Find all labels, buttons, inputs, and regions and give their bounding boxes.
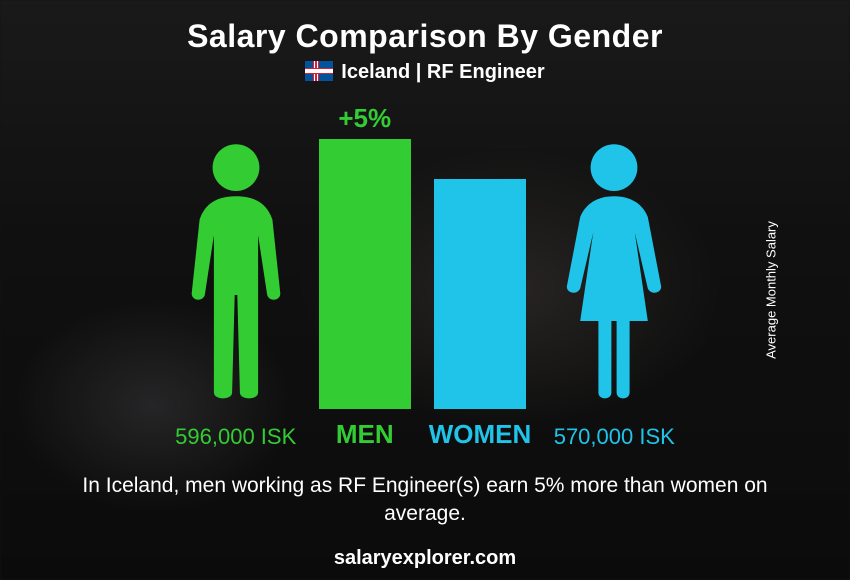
content-wrapper: Salary Comparison By Gender Iceland | RF… <box>0 0 850 580</box>
male-figure-col: 596,000 ISK <box>171 124 301 450</box>
iceland-flag-icon <box>305 61 333 81</box>
female-bar <box>434 179 526 409</box>
y-axis-label: Average Monthly Salary <box>764 221 779 359</box>
summary-text: In Iceland, men working as RF Engineer(s… <box>60 472 790 529</box>
male-bar: +5% <box>319 139 411 409</box>
difference-label: +5% <box>319 103 411 134</box>
female-salary: 570,000 ISK <box>554 424 675 450</box>
page-title: Salary Comparison By Gender <box>0 0 850 55</box>
female-person-icon <box>549 124 679 414</box>
male-salary: 596,000 ISK <box>175 424 296 450</box>
female-label: WOMEN <box>429 419 532 450</box>
job-label: RF Engineer <box>427 61 545 83</box>
female-bar-col: WOMEN <box>429 179 532 450</box>
subtitle: Iceland | RF Engineer <box>0 61 850 84</box>
separator: | <box>410 61 427 83</box>
footer-source: salaryexplorer.com <box>0 547 850 570</box>
male-label: MEN <box>336 419 394 450</box>
male-person-icon <box>171 124 301 414</box>
chart-area: 596,000 ISK +5% MEN WOMEN 570,000 ISK <box>0 105 850 450</box>
male-bar-col: +5% MEN <box>319 139 411 450</box>
female-figure-col: 570,000 ISK <box>549 124 679 450</box>
country-label: Iceland <box>341 61 410 83</box>
